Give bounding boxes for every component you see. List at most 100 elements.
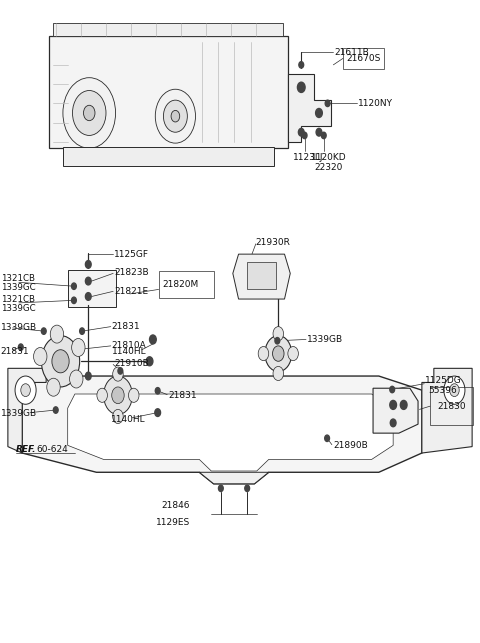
Circle shape (15, 376, 36, 404)
Circle shape (97, 388, 108, 403)
Polygon shape (199, 472, 269, 484)
Polygon shape (8, 368, 46, 453)
Text: 21810A: 21810A (112, 341, 146, 350)
Circle shape (325, 100, 330, 107)
Circle shape (50, 325, 64, 343)
Text: 21821E: 21821E (114, 287, 148, 296)
Text: 1339GB: 1339GB (0, 410, 37, 419)
Circle shape (171, 111, 180, 122)
Text: 55396: 55396 (428, 386, 457, 395)
Circle shape (400, 401, 407, 410)
Circle shape (275, 338, 280, 344)
Bar (158, 271, 214, 298)
Circle shape (104, 376, 132, 415)
Circle shape (150, 335, 156, 344)
Text: 21611B: 21611B (334, 48, 369, 57)
Polygon shape (373, 388, 418, 433)
Circle shape (18, 344, 23, 350)
Text: 21831: 21831 (168, 391, 197, 400)
Text: 1125DG: 1125DG (425, 376, 462, 385)
Circle shape (316, 129, 322, 136)
Circle shape (41, 328, 46, 334)
Bar (430, 387, 473, 426)
Text: 21830: 21830 (437, 402, 466, 411)
Circle shape (72, 338, 85, 356)
Circle shape (118, 368, 123, 374)
Bar (63, 147, 274, 167)
Text: 1140HL: 1140HL (111, 415, 145, 424)
Circle shape (156, 388, 160, 394)
Circle shape (302, 132, 307, 139)
Text: 1120NY: 1120NY (358, 99, 393, 108)
Circle shape (322, 132, 326, 139)
Polygon shape (422, 368, 472, 453)
Text: 1339GC: 1339GC (0, 303, 36, 312)
Bar (48, 36, 288, 149)
Bar (247, 262, 276, 289)
Text: 1339GB: 1339GB (307, 335, 343, 344)
Circle shape (265, 336, 292, 372)
Circle shape (53, 407, 58, 413)
Circle shape (47, 378, 60, 396)
Text: 21930R: 21930R (256, 238, 291, 247)
Circle shape (146, 357, 153, 366)
Text: 1123LJ: 1123LJ (293, 154, 323, 163)
Text: 1321CB: 1321CB (0, 274, 35, 283)
Bar (68, 269, 116, 307)
Polygon shape (68, 394, 393, 471)
Circle shape (450, 384, 459, 397)
Circle shape (84, 105, 95, 121)
Circle shape (273, 327, 284, 341)
Polygon shape (288, 75, 331, 142)
Bar (343, 48, 384, 69)
Text: 21910B: 21910B (114, 359, 149, 368)
Text: 1129ES: 1129ES (156, 518, 190, 527)
Circle shape (390, 401, 396, 410)
Circle shape (298, 82, 305, 93)
Circle shape (324, 435, 329, 442)
Circle shape (113, 367, 123, 381)
Text: 22320: 22320 (314, 163, 343, 172)
Circle shape (52, 350, 69, 373)
Text: 21831: 21831 (0, 347, 29, 356)
Circle shape (70, 370, 83, 388)
Circle shape (85, 293, 91, 300)
Text: 21831: 21831 (112, 322, 140, 331)
Circle shape (41, 336, 80, 387)
Circle shape (85, 277, 91, 285)
Polygon shape (233, 254, 290, 299)
Polygon shape (22, 376, 422, 484)
Circle shape (258, 347, 269, 361)
Text: 21823B: 21823B (114, 267, 149, 276)
Circle shape (163, 100, 187, 132)
Text: 1339GC: 1339GC (0, 283, 36, 292)
Text: 1125GF: 1125GF (114, 249, 149, 258)
Circle shape (288, 347, 299, 361)
Circle shape (155, 409, 160, 417)
Circle shape (390, 419, 396, 427)
Circle shape (21, 384, 30, 397)
Text: 21846: 21846 (161, 501, 190, 510)
Bar (53, 23, 283, 36)
Circle shape (218, 485, 223, 491)
Text: 1339GB: 1339GB (0, 323, 37, 332)
Text: 1140HL: 1140HL (112, 347, 146, 356)
Text: 21890B: 21890B (333, 442, 368, 451)
Circle shape (72, 297, 76, 303)
Circle shape (299, 129, 304, 136)
Text: REF.: REF. (16, 446, 36, 455)
Circle shape (63, 78, 116, 149)
Circle shape (80, 328, 84, 334)
Circle shape (113, 410, 123, 424)
Text: 60-624: 60-624 (36, 446, 68, 455)
Circle shape (156, 89, 195, 143)
Text: 21670S: 21670S (346, 54, 381, 63)
Circle shape (299, 62, 304, 68)
Circle shape (273, 367, 284, 381)
Circle shape (390, 386, 395, 393)
Circle shape (273, 346, 284, 361)
Circle shape (316, 109, 323, 118)
Circle shape (72, 91, 106, 136)
Text: 1321CB: 1321CB (0, 294, 35, 303)
Circle shape (129, 388, 139, 403)
